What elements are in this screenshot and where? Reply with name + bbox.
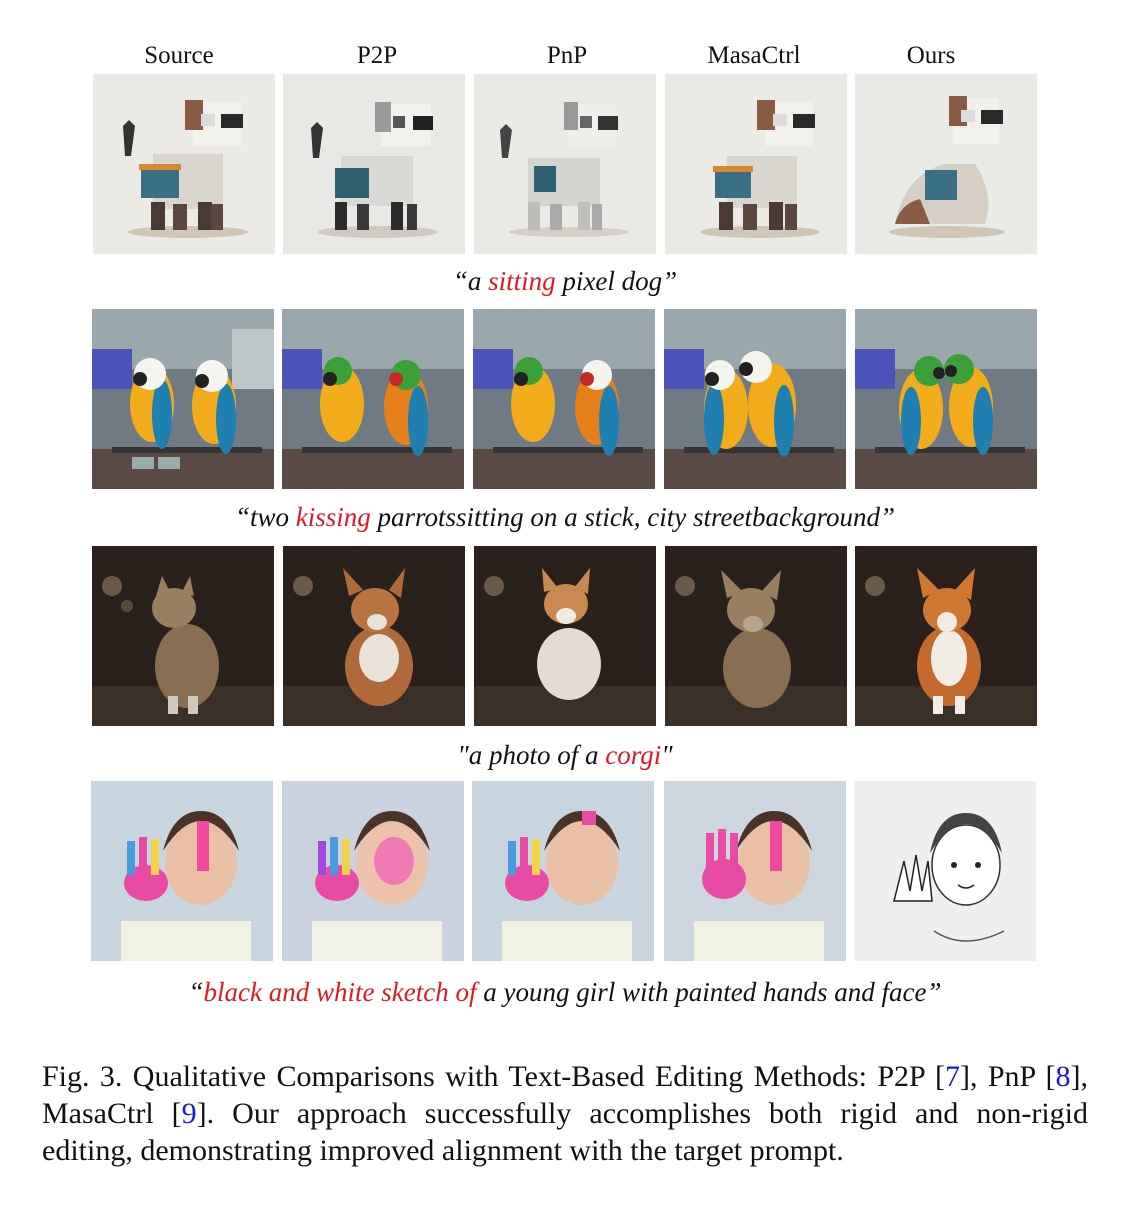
dog-masactrl-image <box>665 74 847 254</box>
column-header-p2p: P2P <box>356 42 398 69</box>
parrots-pnp-image <box>473 309 655 489</box>
prompt-1-open: “a <box>452 266 489 296</box>
prompt-2-rest: parrotssitting on a stick, city streetba… <box>370 502 895 532</box>
prompt-1-highlight: sitting <box>488 266 556 296</box>
column-header-masactrl: MasaCtrl <box>707 42 801 69</box>
corgi-masactrl-image <box>665 546 847 726</box>
girl-pnp-image <box>472 781 654 961</box>
caption-text-1: Fig. 3. Qualitative Comparisons with Tex… <box>42 1060 945 1093</box>
figure-caption: Fig. 3. Qualitative Comparisons with Tex… <box>42 1058 1088 1169</box>
column-header-pnp: PnP <box>546 42 588 69</box>
citation-link-7[interactable]: 7 <box>944 1060 960 1093</box>
prompt-row-1: “a sitting pixel dog” <box>0 266 1130 297</box>
citation-link-8[interactable]: 8 <box>1055 1060 1071 1093</box>
prompt-3-rest: " <box>661 740 673 770</box>
column-header-ours: Ours <box>906 42 956 69</box>
dog-p2p-image <box>283 74 465 254</box>
caption-text-4: ]. Our approach successfully accomplishe… <box>42 1097 1089 1167</box>
prompt-4-open: “ <box>188 977 204 1007</box>
girl-ours-image <box>854 781 1036 961</box>
parrots-ours-image <box>855 309 1037 489</box>
parrots-source-image <box>92 309 274 489</box>
prompt-2-highlight: kissing <box>295 502 371 532</box>
girl-masactrl-image <box>664 781 846 961</box>
prompt-1-rest: pixel dog” <box>555 266 678 296</box>
prompt-row-2: “two kissing parrotssitting on a stick, … <box>0 502 1130 533</box>
cat-source-image <box>92 546 274 726</box>
dog-ours-image <box>855 74 1037 254</box>
prompt-4-highlight: black and white sketch of <box>203 977 477 1007</box>
column-header-source: Source <box>144 42 214 69</box>
prompt-row-4: “black and white sketch of a young girl … <box>0 977 1130 1008</box>
caption-text-2: ], PnP [ <box>959 1060 1056 1093</box>
dog-source-image <box>93 74 275 254</box>
prompt-3-highlight: corgi <box>605 740 662 770</box>
girl-source-image <box>91 781 273 961</box>
prompt-2-open: “two <box>234 502 296 532</box>
citation-link-9[interactable]: 9 <box>181 1097 197 1130</box>
prompt-3-open: "a photo of a <box>457 740 606 770</box>
prompt-row-3: "a photo of a corgi" <box>0 740 1130 771</box>
dog-pnp-image <box>474 74 656 254</box>
caption-text-3: ], MasaCtrl [ <box>42 1060 1088 1130</box>
girl-p2p-image <box>282 781 464 961</box>
parrots-masactrl-image <box>664 309 846 489</box>
corgi-pnp-image <box>474 546 656 726</box>
corgi-ours-image <box>855 546 1037 726</box>
parrots-p2p-image <box>282 309 464 489</box>
corgi-p2p-image <box>283 546 465 726</box>
prompt-4-rest: a young girl with painted hands and face… <box>476 977 942 1007</box>
